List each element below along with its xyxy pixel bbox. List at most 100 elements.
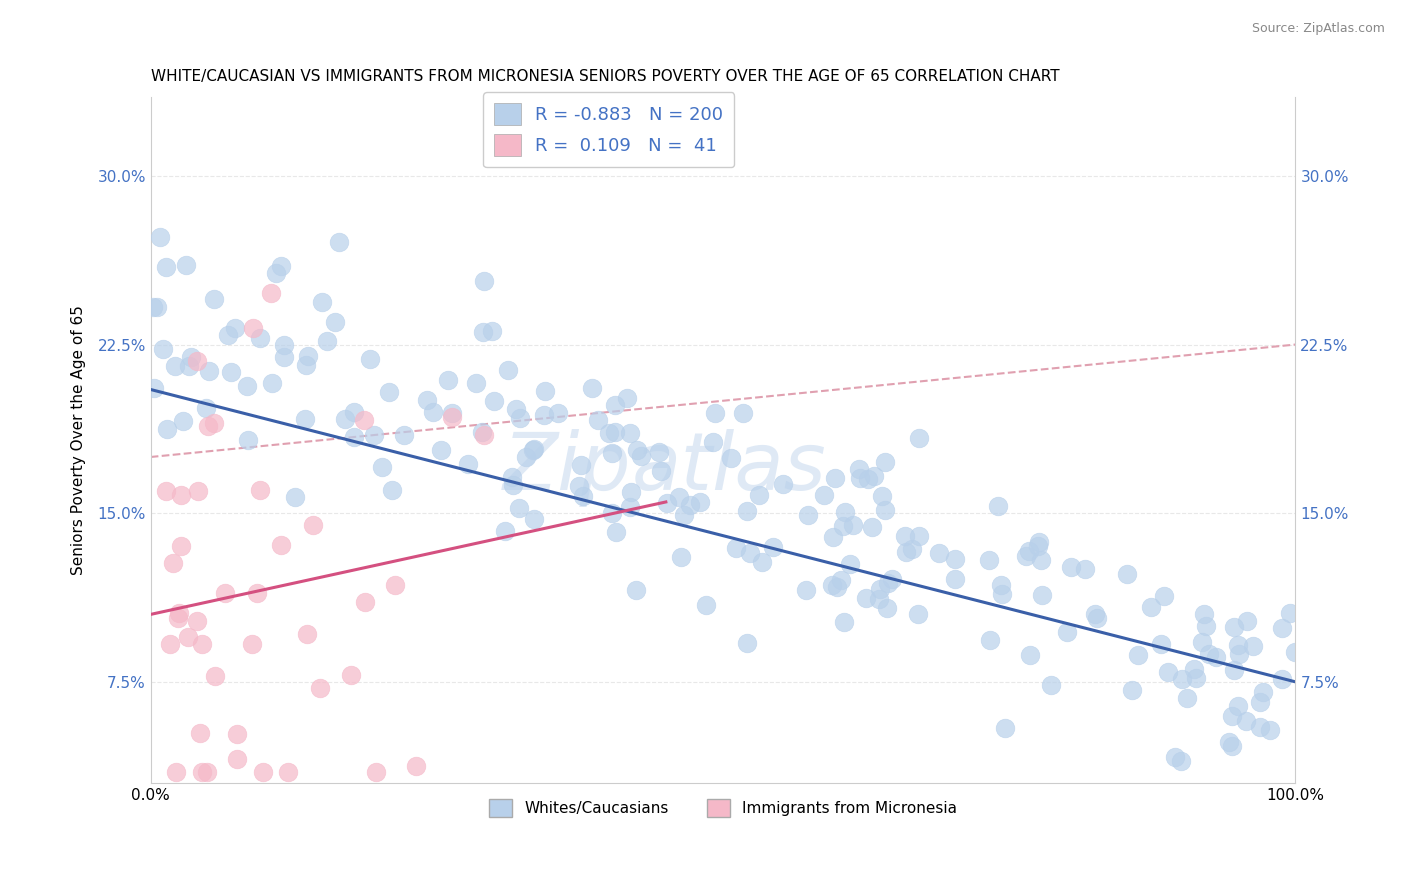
Point <box>882 573 904 587</box>
Point <box>849 471 872 485</box>
Point <box>1085 611 1108 625</box>
Point <box>1227 699 1250 714</box>
Point <box>186 614 208 628</box>
Point <box>197 419 219 434</box>
Point <box>156 422 179 436</box>
Point <box>657 496 679 510</box>
Point <box>825 580 848 594</box>
Point <box>737 503 759 517</box>
Point <box>277 764 299 779</box>
Point <box>945 572 967 586</box>
Point <box>146 300 169 314</box>
Point <box>224 321 246 335</box>
Point <box>236 379 259 393</box>
Point <box>187 484 209 499</box>
Point <box>301 517 323 532</box>
Point <box>1236 615 1258 629</box>
Point <box>1192 607 1215 621</box>
Point <box>1284 645 1306 659</box>
Point <box>152 342 174 356</box>
Point <box>832 615 855 629</box>
Point <box>472 274 495 288</box>
Point <box>505 402 527 417</box>
Point <box>1249 694 1271 708</box>
Point <box>323 315 346 329</box>
Point <box>821 530 844 544</box>
Point <box>1195 619 1218 633</box>
Point <box>908 529 931 543</box>
Point <box>620 484 643 499</box>
Point <box>378 384 401 399</box>
Point <box>1260 723 1282 738</box>
Point <box>260 285 283 300</box>
Point <box>648 444 671 458</box>
Point <box>364 764 387 779</box>
Point <box>392 427 415 442</box>
Point <box>515 450 537 465</box>
Point <box>191 637 214 651</box>
Point <box>619 425 641 440</box>
Point <box>236 433 259 447</box>
Point <box>502 478 524 492</box>
Point <box>371 459 394 474</box>
Point <box>569 458 592 472</box>
Point <box>142 300 165 314</box>
Point <box>772 477 794 491</box>
Point <box>343 405 366 419</box>
Point <box>508 500 530 515</box>
Point <box>567 478 589 492</box>
Point <box>359 351 381 366</box>
Point <box>689 495 711 509</box>
Point <box>441 409 464 424</box>
Point <box>869 582 891 596</box>
Point <box>1271 672 1294 686</box>
Point <box>855 591 877 605</box>
Point <box>219 365 242 379</box>
Point <box>1205 649 1227 664</box>
Point <box>249 483 271 498</box>
Point <box>1084 607 1107 622</box>
Point <box>1198 647 1220 661</box>
Point <box>264 266 287 280</box>
Point <box>1019 648 1042 663</box>
Point <box>547 406 569 420</box>
Point <box>149 229 172 244</box>
Point <box>1241 639 1264 653</box>
Point <box>842 518 865 533</box>
Point <box>1018 543 1040 558</box>
Point <box>1056 625 1078 640</box>
Point <box>273 350 295 364</box>
Legend: Whites/Caucasians, Immigrants from Micronesia: Whites/Caucasians, Immigrants from Micro… <box>484 793 963 823</box>
Point <box>249 330 271 344</box>
Point <box>1278 607 1301 621</box>
Point <box>1059 560 1081 574</box>
Point <box>464 376 486 390</box>
Point <box>738 546 761 560</box>
Point <box>294 412 316 426</box>
Point <box>1182 662 1205 676</box>
Point <box>873 503 896 517</box>
Point <box>204 669 226 683</box>
Point <box>797 508 820 522</box>
Point <box>794 583 817 598</box>
Point <box>762 540 785 554</box>
Point <box>1031 588 1053 602</box>
Text: Zip: Zip <box>503 428 631 507</box>
Point <box>603 425 626 440</box>
Point <box>1164 750 1187 764</box>
Point <box>943 551 966 566</box>
Point <box>848 462 870 476</box>
Point <box>894 545 917 559</box>
Point <box>679 498 702 512</box>
Point <box>979 553 1001 567</box>
Point <box>441 406 464 420</box>
Point <box>979 633 1001 648</box>
Point <box>495 524 517 538</box>
Point <box>720 450 742 465</box>
Point <box>1234 714 1257 729</box>
Text: Source: ZipAtlas.com: Source: ZipAtlas.com <box>1251 22 1385 36</box>
Point <box>834 505 856 519</box>
Point <box>1220 709 1243 723</box>
Point <box>176 258 198 272</box>
Point <box>876 576 898 591</box>
